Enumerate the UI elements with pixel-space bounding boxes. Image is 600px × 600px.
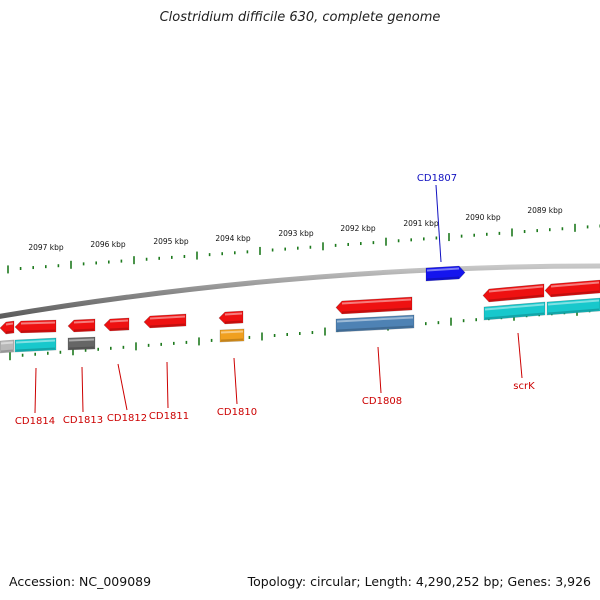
gene-highlight	[20, 321, 56, 325]
gene-highlight	[547, 299, 600, 306]
gene-shadow	[224, 320, 243, 324]
gene-highlight	[336, 316, 414, 323]
gene-label[interactable]: CD1810	[217, 407, 257, 418]
gene-shadow	[68, 346, 95, 350]
gene-shadow	[550, 290, 600, 297]
kbp-tick-label: 2090 kbp	[465, 213, 501, 222]
gene-labels: CD1807 CD1814 CD1813 CD1812 CD1811 CD1810 CD18…	[15, 173, 535, 427]
gene-shadow	[0, 349, 14, 353]
gene-arrow[interactable]	[0, 320, 15, 335]
gene-shadow	[484, 312, 545, 320]
scale-labels: 2097 kbp 2096 kbp 2095 kbp 2094 kbp 2093 kbp…	[28, 206, 563, 252]
gene-shadow	[341, 307, 412, 314]
scale-ticks	[7, 223, 600, 361]
kbp-tick-label: 2089 kbp	[527, 206, 563, 215]
gene-highlight	[68, 338, 95, 342]
genome-summary: Topology: circular; Length: 4,290,252 bp…	[247, 574, 591, 589]
annotation-box[interactable]	[219, 328, 245, 343]
annotation-box[interactable]	[0, 339, 15, 354]
kbp-tick-label: 2096 kbp	[90, 240, 126, 249]
gene-shadow	[336, 325, 414, 332]
leader-line	[517, 332, 523, 379]
gene-highlight	[149, 315, 186, 320]
leader-line	[81, 366, 84, 413]
annotation-box[interactable]	[335, 314, 415, 333]
leader-line	[34, 367, 37, 414]
gene-highlight	[73, 320, 95, 324]
gene-arrow[interactable]	[482, 283, 545, 303]
kbp-tick-label: 2092 kbp	[340, 224, 376, 233]
gene-highlight	[224, 312, 243, 316]
annotation-box[interactable]	[67, 336, 96, 351]
leader-line	[435, 184, 442, 263]
gene-shadow	[547, 308, 600, 315]
gene-label[interactable]: CD1814	[15, 416, 55, 427]
gene-label[interactable]: CD1812	[107, 413, 147, 424]
gene-arrow[interactable]	[218, 310, 244, 325]
gene-arrow[interactable]	[143, 313, 187, 329]
gene-shadow	[109, 327, 129, 331]
leader-line	[377, 346, 382, 394]
kbp-tick-label: 2091 kbp	[403, 219, 439, 228]
genome-backbone	[0, 263, 600, 319]
gene-arrow[interactable]	[335, 296, 413, 315]
gene-highlight	[426, 267, 460, 272]
gene-highlight	[220, 330, 244, 334]
kbp-tick-label: 2095 kbp	[153, 237, 189, 246]
map-title: Clostridium difficile 630, complete geno…	[159, 10, 441, 25]
gene-highlight	[109, 319, 129, 323]
gene-highlight	[0, 341, 14, 345]
gene-label[interactable]: scrK	[513, 381, 535, 392]
annotation-box[interactable]	[14, 337, 57, 353]
kbp-tick-label: 2094 kbp	[215, 234, 251, 243]
kbp-tick-label: 2097 kbp	[28, 243, 64, 252]
gene-shadow	[15, 347, 56, 352]
annotation-box[interactable]	[546, 297, 600, 316]
gene-highlight	[488, 285, 544, 293]
gene-label[interactable]: CD1807	[417, 173, 457, 184]
gene-shadow	[488, 294, 544, 302]
gene-arrow[interactable]	[67, 318, 96, 333]
annotation-box[interactable]	[483, 301, 546, 321]
gene-highlight	[15, 339, 56, 344]
gene-label[interactable]: CD1813	[63, 415, 103, 426]
gene-shadow	[5, 330, 14, 334]
kbp-tick-label: 2093 kbp	[278, 229, 314, 238]
gene-arrow[interactable]	[14, 319, 57, 334]
gene-shadow	[20, 329, 56, 333]
gene-label[interactable]: CD1808	[362, 396, 402, 407]
leader-line	[166, 361, 169, 409]
gene-arrow[interactable]	[103, 317, 130, 332]
gene-shadow	[73, 328, 95, 332]
gene-shadow	[149, 323, 186, 328]
gene-arrow[interactable]	[544, 279, 600, 298]
leader-line	[233, 357, 238, 405]
genes[interactable]	[0, 265, 600, 354]
gene-highlight	[5, 322, 14, 326]
gene-arrow-forward[interactable]	[425, 265, 466, 282]
gene-shadow	[220, 338, 244, 342]
gene-highlight	[550, 281, 600, 288]
accession-text: Accession: NC_009089	[9, 574, 152, 589]
leader-line	[117, 363, 128, 411]
gene-label[interactable]: CD1811	[149, 411, 189, 422]
gene-highlight	[341, 298, 412, 305]
gene-highlight	[484, 303, 545, 311]
gene-shadow	[426, 276, 460, 281]
